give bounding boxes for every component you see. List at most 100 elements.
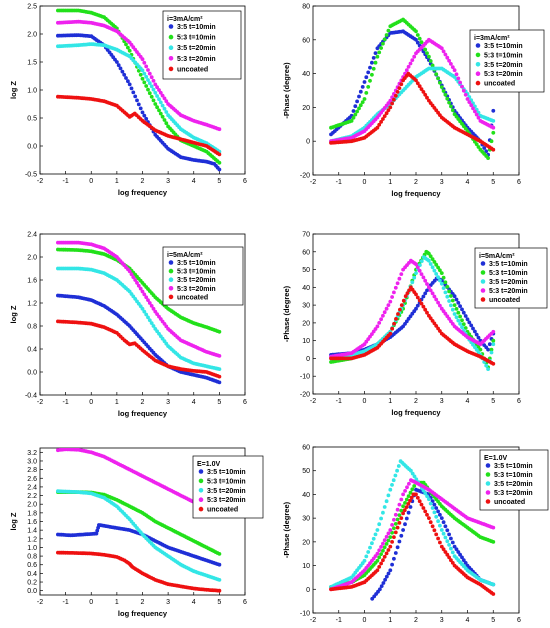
series-magenta	[329, 258, 496, 359]
data-point	[469, 323, 474, 328]
data-point	[355, 109, 359, 114]
data-point	[140, 110, 145, 115]
data-point	[471, 342, 475, 347]
series-red	[329, 71, 496, 152]
data-point	[406, 64, 411, 69]
data-point	[370, 541, 374, 546]
data-point	[381, 510, 385, 515]
data-point	[434, 262, 439, 267]
data-point	[366, 85, 371, 89]
data-point	[397, 513, 402, 517]
data-point	[445, 539, 450, 544]
data-point	[458, 80, 462, 85]
data-point	[377, 565, 382, 569]
data-point	[491, 329, 496, 334]
data-point	[375, 558, 380, 563]
data-point	[393, 551, 398, 555]
data-point	[370, 72, 374, 77]
data-point	[491, 130, 496, 135]
data-point	[449, 536, 453, 541]
data-point	[386, 303, 391, 307]
legend-marker	[198, 506, 204, 512]
data-point	[377, 122, 382, 127]
legend-entry: 3:5 t=10min	[494, 463, 533, 470]
data-point	[430, 257, 435, 261]
data-point	[410, 58, 415, 62]
y-tick-label: -20	[300, 392, 310, 399]
data-point	[94, 531, 99, 536]
data-point	[384, 542, 389, 546]
data-point	[377, 555, 382, 560]
data-point	[450, 561, 455, 565]
data-point	[450, 540, 455, 545]
x-tick-label: -2	[310, 617, 316, 624]
data-point	[383, 577, 387, 582]
x-tick-label: 0	[89, 178, 93, 185]
x-tick-label: 6	[243, 399, 247, 406]
x-tick-label: 4	[466, 179, 470, 186]
data-point	[142, 292, 147, 297]
data-point	[452, 544, 457, 549]
data-point	[360, 85, 365, 89]
data-point	[155, 85, 160, 90]
data-point	[449, 62, 453, 66]
data-point	[473, 329, 477, 334]
data-point	[397, 502, 402, 507]
data-point	[397, 276, 402, 281]
data-point	[454, 547, 459, 552]
legend-marker	[198, 488, 204, 493]
data-point	[438, 512, 442, 517]
legend-entry: uncoated	[177, 294, 208, 301]
data-point	[399, 272, 404, 276]
data-point	[449, 546, 453, 551]
series-red	[56, 94, 222, 157]
legend-box	[479, 449, 549, 511]
data-point	[379, 552, 383, 556]
data-point	[390, 562, 394, 567]
data-point	[382, 545, 387, 550]
data-point	[388, 331, 393, 336]
data-point	[476, 335, 481, 340]
data-point	[409, 468, 413, 473]
y-tick-label: -10	[300, 374, 310, 381]
data-point	[427, 285, 431, 290]
data-point	[414, 78, 418, 83]
data-point	[432, 260, 437, 264]
legend-marker	[485, 490, 491, 495]
data-point	[443, 524, 448, 529]
data-point	[491, 125, 496, 130]
data-point	[127, 82, 132, 87]
x-tick-label: 3	[440, 398, 444, 405]
data-point	[441, 275, 446, 280]
data-point	[447, 532, 451, 537]
data-point	[362, 558, 367, 563]
data-point	[447, 58, 451, 63]
data-point	[491, 338, 496, 343]
data-point	[417, 499, 422, 504]
data-point	[381, 117, 385, 121]
data-point	[491, 592, 496, 596]
legend-marker	[168, 66, 174, 72]
data-point	[153, 90, 158, 95]
y-tick-label: -20	[300, 173, 310, 180]
data-point	[402, 508, 407, 513]
legend-entry: uncoated	[489, 297, 520, 304]
data-point	[351, 115, 356, 120]
data-point	[428, 254, 433, 259]
legend-entry: 3:5 t=10min	[177, 24, 216, 31]
data-point	[373, 532, 378, 537]
data-point	[401, 504, 405, 509]
y-tick-label: 0.0	[27, 370, 37, 377]
data-point	[151, 87, 156, 92]
data-point	[370, 60, 374, 65]
data-point	[151, 324, 156, 328]
x-tick-label: -1	[336, 179, 342, 186]
data-point	[460, 318, 464, 323]
data-point	[427, 54, 431, 59]
data-point	[392, 290, 396, 295]
data-point	[144, 74, 149, 79]
data-point	[405, 291, 410, 296]
